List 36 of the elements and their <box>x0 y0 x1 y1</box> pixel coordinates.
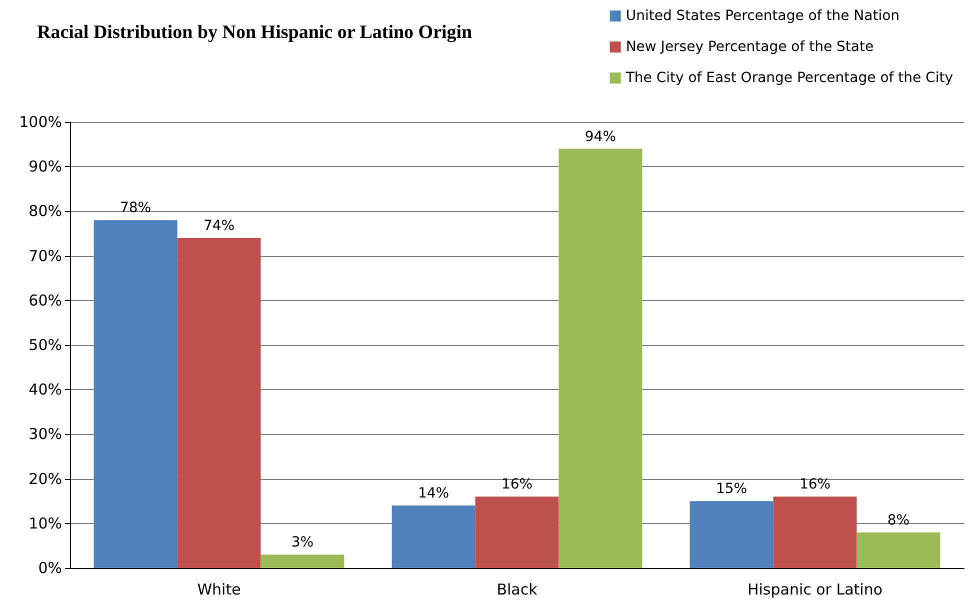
bar <box>856 532 940 568</box>
legend-label: The City of East Orange Percentage of the City <box>624 70 954 86</box>
bar <box>177 238 261 568</box>
bar <box>260 554 344 568</box>
x-tick-label: White <box>197 580 241 598</box>
data-label: 14% <box>418 486 450 502</box>
y-tick-label: 30% <box>28 425 62 444</box>
legend-label: United States Percentage of the Nation <box>626 8 900 24</box>
y-tick-label: 70% <box>28 246 62 265</box>
y-tick-label: 10% <box>28 514 62 532</box>
bar <box>690 501 774 568</box>
data-label: 16% <box>501 476 533 493</box>
y-tick-label: 0% <box>38 559 62 577</box>
bar <box>773 496 857 568</box>
x-tick-label: Hispanic or Latino <box>747 580 883 598</box>
legend-label: New Jersey Percentage of the State <box>626 39 874 55</box>
chart-title: Racial Distribution by Non Hispanic or Latino Origin <box>37 22 473 43</box>
x-tick-label: Black <box>496 580 538 598</box>
y-tick-label: 20% <box>28 470 62 488</box>
bar <box>94 220 178 568</box>
data-label: 3% <box>291 534 314 551</box>
data-label: 15% <box>716 481 748 498</box>
data-label: 8% <box>887 512 910 528</box>
bar <box>392 506 476 568</box>
data-label: 16% <box>799 476 831 493</box>
y-tick-label: 50% <box>28 336 62 354</box>
data-label: 74% <box>203 218 235 234</box>
bar <box>475 496 559 568</box>
bar <box>558 148 642 568</box>
y-tick-label: 40% <box>28 380 62 399</box>
y-tick-label: 60% <box>28 291 62 310</box>
data-label: 78% <box>120 200 152 216</box>
data-label: 94% <box>584 128 616 145</box>
y-tick-label: 90% <box>28 158 62 176</box>
y-tick-label: 80% <box>28 202 62 220</box>
y-tick-label: 100% <box>19 113 62 131</box>
